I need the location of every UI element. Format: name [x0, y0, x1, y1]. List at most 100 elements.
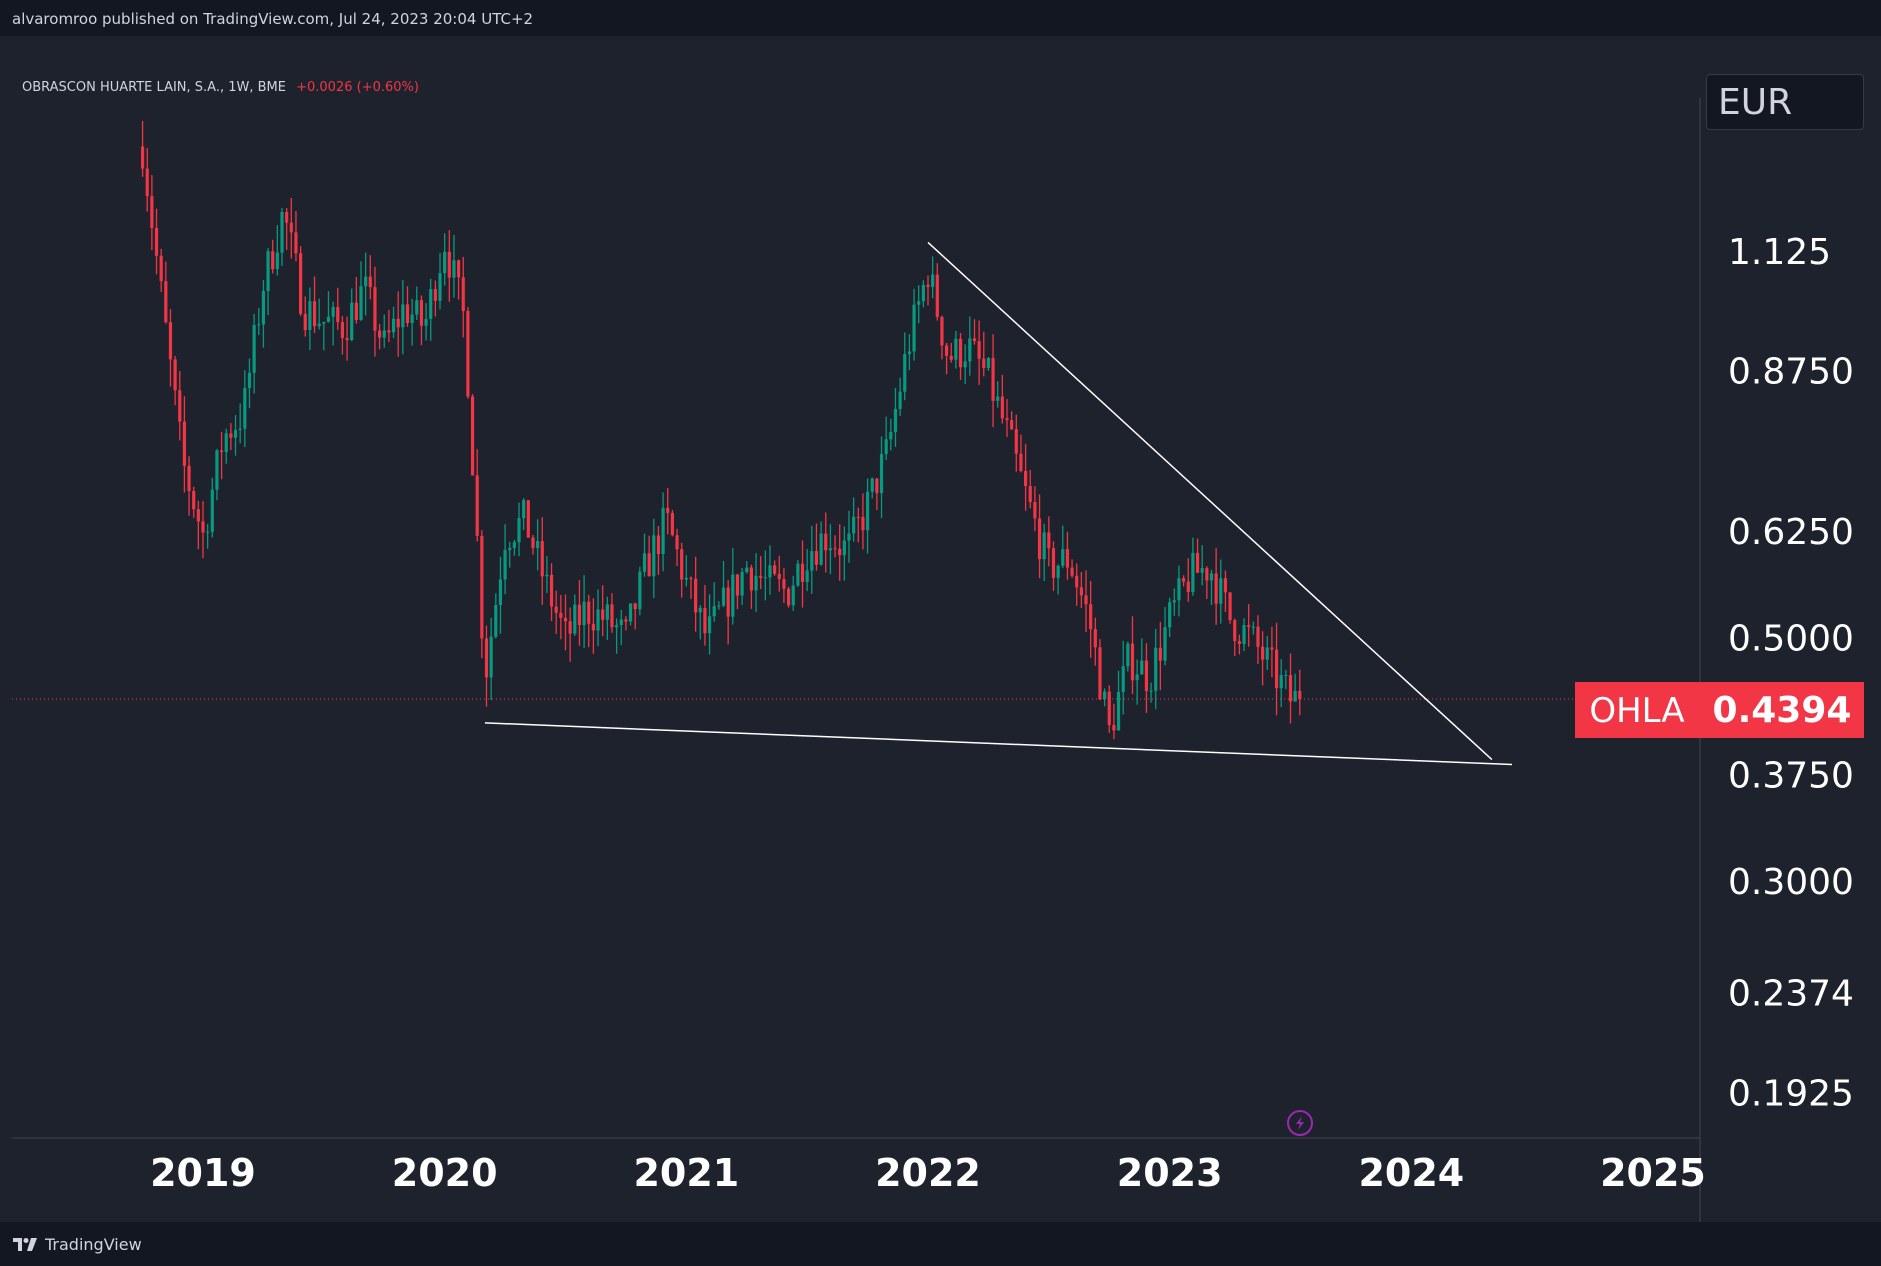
price-tick-label: 0.8750: [1728, 352, 1854, 393]
tradingview-logo-icon[interactable]: [13, 1236, 39, 1252]
candle-body: [819, 533, 823, 565]
candle-body: [1089, 604, 1093, 630]
candle-body: [796, 563, 800, 586]
candle-body: [735, 574, 740, 596]
candle-body: [512, 542, 516, 548]
trendline-support[interactable]: [484, 722, 1513, 766]
price-tick-label: 0.3750: [1728, 756, 1854, 797]
currency-button[interactable]: EUR: [1706, 74, 1864, 130]
candle-body: [368, 276, 372, 288]
candle-body: [405, 304, 410, 324]
candle-body: [954, 338, 958, 360]
lightning-circle-icon[interactable]: [1287, 1110, 1313, 1136]
candle-body: [754, 575, 758, 591]
candle-body: [503, 550, 507, 580]
candle-body: [484, 638, 489, 678]
candle-body: [1144, 660, 1149, 691]
candle-body: [1130, 643, 1135, 681]
candle-body: [931, 274, 935, 287]
published-header: alvaromroo published on TradingView.com,…: [0, 0, 1881, 36]
candle-body: [935, 274, 939, 317]
candle-body: [252, 325, 256, 373]
candle-body: [545, 574, 549, 577]
candlestick-chart[interactable]: 1.125 0.8750 0.6250 0.5000 0.3750 0.3000 0.237…: [0, 36, 1881, 1222]
candle-body: [968, 338, 972, 362]
candle-body: [1023, 471, 1028, 486]
price-tick-label: 0.5000: [1728, 618, 1854, 659]
candle-body: [1270, 647, 1274, 650]
candle-body: [1014, 429, 1018, 454]
candle-body: [991, 358, 995, 401]
candle-body: [768, 565, 772, 578]
candle-body: [168, 322, 173, 360]
candle-body: [173, 359, 177, 391]
candle-body: [1279, 675, 1283, 689]
symbol-legend: OBRASCON HUARTE LAIN, S.A., 1W, BME +0.0…: [22, 80, 419, 95]
candle-body: [1079, 587, 1083, 596]
candle-body: [879, 454, 884, 494]
candle-body: [322, 321, 326, 324]
candle-body: [605, 604, 609, 620]
candle-body: [1293, 690, 1297, 702]
candle-body: [791, 585, 795, 606]
candle-body: [698, 607, 702, 613]
footer-bar: TradingView: [0, 1222, 1881, 1266]
candle-body: [354, 302, 358, 320]
chart-area[interactable]: OBRASCON HUARTE LAIN, S.A., 1W, BME +0.0…: [0, 36, 1881, 1222]
time-tick-label: 2024: [1358, 1151, 1464, 1195]
candle-body: [596, 609, 600, 631]
candle-body: [670, 512, 674, 536]
price-tag-bg: [1700, 682, 1864, 738]
candle-body: [652, 535, 656, 577]
candle-body: [187, 465, 191, 492]
candle-body: [861, 517, 865, 531]
candle-body: [359, 286, 363, 320]
candle-body: [591, 623, 595, 631]
candle-body: [1223, 578, 1228, 593]
candle-body: [1200, 568, 1204, 573]
candle-body: [1005, 418, 1009, 421]
tradingview-brand: TradingView: [45, 1234, 142, 1254]
candle-body: [201, 521, 205, 533]
candle-body: [1284, 675, 1288, 677]
candle-body: [1121, 666, 1125, 693]
candle-body: [563, 617, 568, 622]
candle-body: [828, 548, 833, 551]
candle-body: [1140, 660, 1144, 675]
published-text: alvaromroo published on TradingView.com,…: [12, 10, 534, 28]
candle-body: [656, 535, 661, 555]
candle-body: [824, 533, 828, 551]
time-tick-label: 2025: [1600, 1151, 1706, 1195]
candle-body: [601, 609, 605, 620]
candle-body: [847, 533, 851, 541]
candle-body: [396, 318, 400, 328]
time-tick-label: 2021: [633, 1151, 739, 1195]
candle-body: [666, 507, 670, 513]
candle-body: [628, 603, 633, 622]
candle-body: [494, 605, 498, 637]
candle-body: [982, 358, 986, 369]
candle-body: [382, 330, 386, 338]
candle-body: [907, 351, 912, 355]
candle-body: [814, 551, 819, 565]
candle-body: [763, 577, 767, 579]
candle-body: [740, 572, 744, 596]
candle-body: [1298, 690, 1302, 700]
candle-body: [1195, 552, 1200, 573]
symbol-title: OBRASCON HUARTE LAIN, S.A., 1W, BME: [22, 80, 286, 95]
candle-body: [800, 563, 805, 582]
candle-body: [1242, 625, 1246, 644]
candle-body: [391, 318, 396, 333]
trendline-descending-resistance[interactable]: [927, 241, 1493, 761]
candle-body: [624, 619, 628, 622]
candle-body: [1056, 565, 1060, 578]
candle-body: [642, 553, 647, 572]
candle-body: [345, 338, 349, 341]
candle-body: [689, 577, 693, 579]
candle-body: [1247, 625, 1251, 627]
candle-body: [1274, 649, 1279, 689]
candle-body: [271, 251, 275, 270]
candle-body: [522, 500, 526, 519]
candle-body: [1135, 674, 1139, 681]
candle-body: [958, 338, 963, 368]
